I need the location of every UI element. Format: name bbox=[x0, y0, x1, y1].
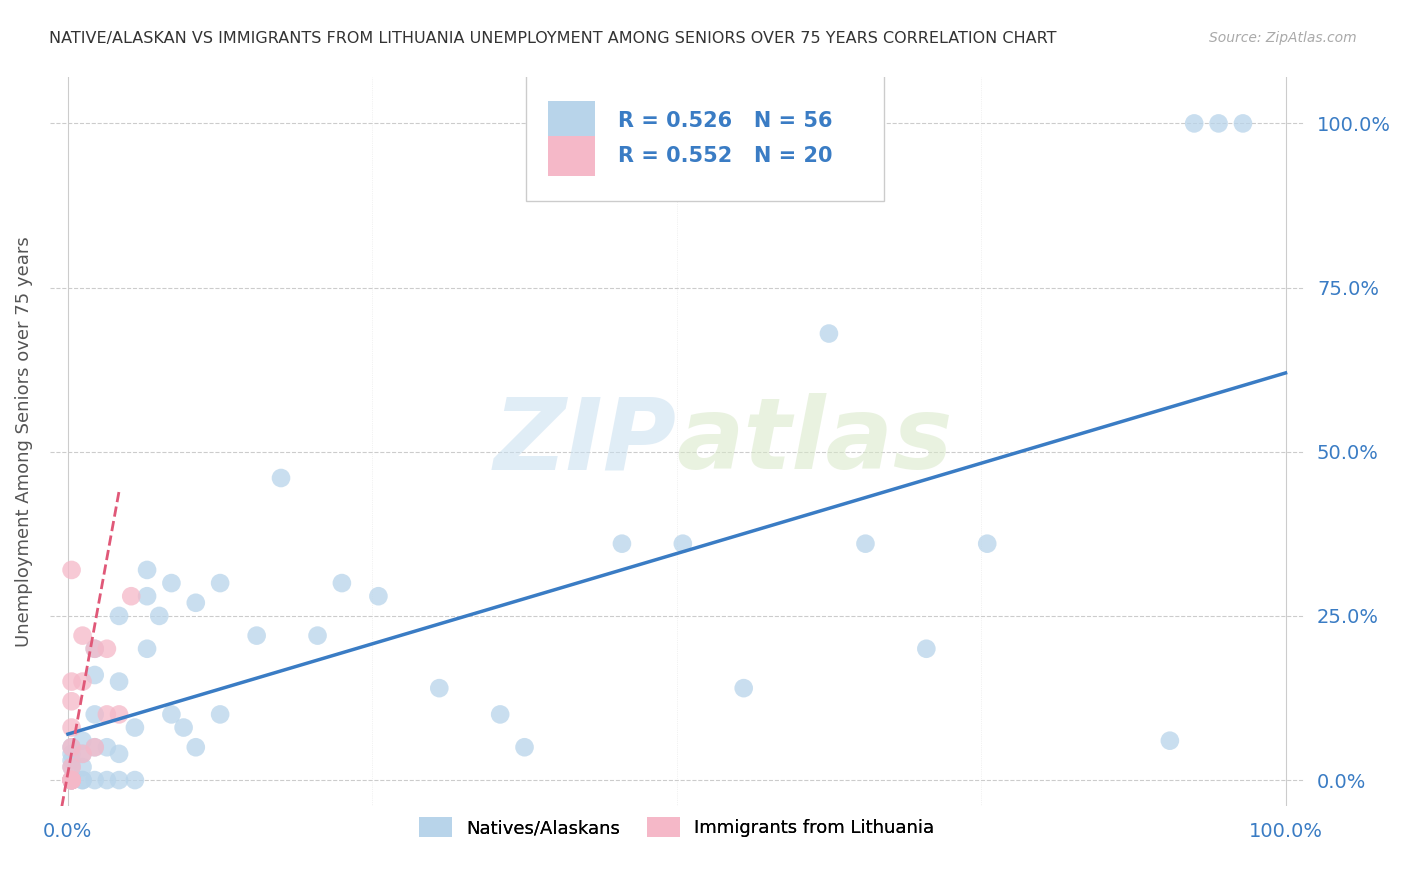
Point bbox=[60, 773, 83, 788]
Point bbox=[270, 471, 292, 485]
Point bbox=[72, 747, 94, 761]
Point bbox=[60, 773, 83, 788]
Text: atlas: atlas bbox=[676, 393, 953, 491]
Point bbox=[60, 773, 83, 788]
Point bbox=[83, 668, 105, 682]
Point bbox=[60, 773, 83, 788]
Point bbox=[60, 760, 83, 774]
Point bbox=[60, 773, 83, 788]
Point bbox=[1182, 116, 1205, 130]
Point bbox=[1159, 733, 1181, 747]
Point bbox=[160, 576, 183, 591]
Point bbox=[60, 773, 83, 788]
FancyBboxPatch shape bbox=[547, 136, 595, 176]
Point bbox=[83, 641, 105, 656]
Text: NATIVE/ALASKAN VS IMMIGRANTS FROM LITHUANIA UNEMPLOYMENT AMONG SENIORS OVER 75 Y: NATIVE/ALASKAN VS IMMIGRANTS FROM LITHUA… bbox=[49, 31, 1057, 46]
Point bbox=[96, 641, 118, 656]
Point bbox=[173, 721, 195, 735]
Point bbox=[60, 760, 83, 774]
Point bbox=[72, 747, 94, 761]
Point bbox=[330, 576, 353, 591]
Point bbox=[1232, 116, 1254, 130]
Point bbox=[60, 694, 83, 708]
Point bbox=[246, 629, 269, 643]
Point bbox=[60, 773, 83, 788]
Point bbox=[60, 747, 83, 761]
Text: ZIP: ZIP bbox=[494, 393, 676, 491]
Point bbox=[72, 674, 94, 689]
Point bbox=[672, 537, 695, 551]
FancyBboxPatch shape bbox=[526, 67, 883, 202]
Point bbox=[160, 707, 183, 722]
Point bbox=[209, 576, 232, 591]
Point bbox=[60, 753, 83, 767]
Point bbox=[108, 773, 131, 788]
FancyBboxPatch shape bbox=[547, 101, 595, 141]
Point bbox=[733, 681, 755, 695]
Point bbox=[83, 641, 105, 656]
Point bbox=[124, 773, 146, 788]
Point bbox=[1208, 116, 1230, 130]
Point bbox=[108, 707, 131, 722]
Point bbox=[83, 740, 105, 755]
Text: R = 0.552   N = 20: R = 0.552 N = 20 bbox=[617, 145, 832, 166]
Point bbox=[307, 629, 329, 643]
Point bbox=[489, 707, 512, 722]
Point bbox=[60, 740, 83, 755]
Point bbox=[72, 773, 94, 788]
Point bbox=[72, 629, 94, 643]
Point bbox=[124, 721, 146, 735]
Point bbox=[184, 740, 207, 755]
Point bbox=[83, 707, 105, 722]
Point bbox=[513, 740, 536, 755]
Point bbox=[184, 596, 207, 610]
Point bbox=[209, 707, 232, 722]
Text: R = 0.526   N = 56: R = 0.526 N = 56 bbox=[617, 111, 832, 131]
Point bbox=[60, 721, 83, 735]
Point bbox=[148, 608, 170, 623]
Point bbox=[72, 760, 94, 774]
Point bbox=[60, 773, 83, 788]
Point bbox=[72, 733, 94, 747]
Point bbox=[108, 674, 131, 689]
Point bbox=[96, 707, 118, 722]
Point bbox=[108, 747, 131, 761]
Text: Source: ZipAtlas.com: Source: ZipAtlas.com bbox=[1209, 31, 1357, 45]
Point bbox=[72, 773, 94, 788]
Point bbox=[610, 537, 633, 551]
Point bbox=[96, 740, 118, 755]
Point bbox=[136, 563, 159, 577]
Point bbox=[83, 740, 105, 755]
Point bbox=[367, 589, 389, 603]
Point bbox=[136, 641, 159, 656]
Point bbox=[96, 773, 118, 788]
Point bbox=[60, 674, 83, 689]
Point bbox=[60, 563, 83, 577]
Legend: Natives/Alaskans, Immigrants from Lithuania: Natives/Alaskans, Immigrants from Lithua… bbox=[412, 809, 942, 845]
Point bbox=[976, 537, 998, 551]
Point bbox=[427, 681, 450, 695]
Point bbox=[60, 773, 83, 788]
Point bbox=[915, 641, 938, 656]
Point bbox=[83, 773, 105, 788]
Point bbox=[855, 537, 877, 551]
Y-axis label: Unemployment Among Seniors over 75 years: Unemployment Among Seniors over 75 years bbox=[15, 236, 32, 648]
Point bbox=[120, 589, 142, 603]
Point bbox=[136, 589, 159, 603]
Point bbox=[108, 608, 131, 623]
Point bbox=[60, 740, 83, 755]
Point bbox=[818, 326, 841, 341]
